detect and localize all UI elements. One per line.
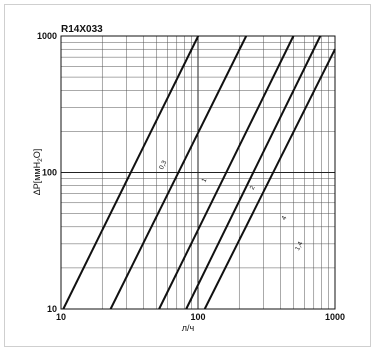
x-tick-labels: 10 100 1000 xyxy=(56,312,345,322)
series-labels: 0,3 1 2 4 1,4 xyxy=(158,159,304,252)
x-tick-label: 1000 xyxy=(325,312,345,322)
y-tick-label: 1000 xyxy=(37,31,57,41)
chart-frame xyxy=(4,4,371,347)
series-label-4: 4 xyxy=(281,215,289,222)
y-axis-label-subscript: 2 xyxy=(37,158,44,162)
chart-title: R14X033 xyxy=(61,24,103,35)
x-tick-label: 100 xyxy=(190,312,205,322)
series-label-5: 1,4 xyxy=(294,240,304,252)
y-axis-label: ΔP[ммН2O] xyxy=(32,149,44,196)
x-axis-label: л/ч xyxy=(182,323,195,333)
series-label-2: 1 xyxy=(201,177,209,184)
series-line-2 xyxy=(109,35,248,310)
series-line-4 xyxy=(185,35,322,310)
y-tick-label: 10 xyxy=(47,304,57,314)
y-axis-label-end: O] xyxy=(32,149,42,159)
y-tick-label: 100 xyxy=(42,168,57,178)
series-group xyxy=(62,35,336,310)
x-tick-label: 10 xyxy=(56,312,66,322)
grid xyxy=(61,36,335,309)
series-label-1: 0,3 xyxy=(158,159,168,171)
y-axis-label-main: ΔP[ммН xyxy=(32,162,42,195)
series-label-3: 2 xyxy=(249,184,257,191)
series-line-5 xyxy=(203,48,336,310)
series-line-1 xyxy=(62,35,200,310)
series-line-3 xyxy=(158,35,295,310)
y-tick-labels: 10 100 1000 xyxy=(37,31,57,314)
